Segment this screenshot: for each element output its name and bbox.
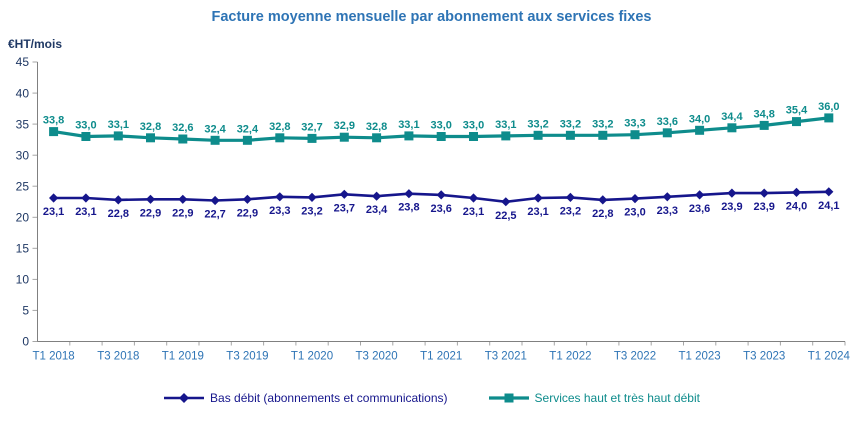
y-axis: 0 5 10 15 20 25 30 35 40 45 <box>16 55 38 349</box>
svg-text:22,8: 22,8 <box>592 208 613 220</box>
svg-text:22,9: 22,9 <box>140 207 161 219</box>
svg-text:33,1: 33,1 <box>495 119 516 131</box>
svg-text:T3 2022: T3 2022 <box>614 351 656 363</box>
svg-text:22,8: 22,8 <box>108 208 129 220</box>
svg-text:30: 30 <box>16 148 30 162</box>
svg-text:23,1: 23,1 <box>43 206 64 218</box>
svg-text:32,9: 32,9 <box>334 120 355 132</box>
svg-text:23,1: 23,1 <box>463 206 484 218</box>
chart-legend: Bas débit (abonnements et communications… <box>0 391 863 405</box>
svg-text:24,0: 24,0 <box>786 200 807 212</box>
y-axis-unit-label: €HT/mois <box>8 37 63 51</box>
svg-text:23,0: 23,0 <box>624 207 645 219</box>
svg-text:23,2: 23,2 <box>560 205 581 217</box>
legend-item-bas-debit: Bas débit (abonnements et communications… <box>163 391 448 405</box>
svg-text:34,4: 34,4 <box>721 111 743 123</box>
svg-text:23,7: 23,7 <box>334 202 355 214</box>
svg-text:20: 20 <box>16 211 30 225</box>
svg-text:23,1: 23,1 <box>75 206 96 218</box>
svg-text:23,3: 23,3 <box>657 205 678 217</box>
svg-text:T1 2022: T1 2022 <box>549 351 591 363</box>
svg-text:25: 25 <box>16 179 30 193</box>
svg-text:23,4: 23,4 <box>366 204 388 216</box>
svg-text:T1 2020: T1 2020 <box>291 351 333 363</box>
svg-text:36,0: 36,0 <box>818 101 839 113</box>
svg-text:T3 2021: T3 2021 <box>485 351 527 363</box>
svg-text:10: 10 <box>16 273 30 287</box>
svg-text:24,1: 24,1 <box>818 200 839 212</box>
svg-text:23,3: 23,3 <box>269 205 290 217</box>
svg-text:T1 2021: T1 2021 <box>420 351 462 363</box>
x-axis-labels: T1 2018 T3 2018 T1 2019 T3 2019 T1 2020 T3 20… <box>32 351 850 363</box>
svg-text:T3 2020: T3 2020 <box>355 351 397 363</box>
svg-text:32,7: 32,7 <box>301 121 322 133</box>
svg-text:23,6: 23,6 <box>689 203 710 215</box>
legend-label-haut-debit: Services haut et très haut débit <box>534 391 700 405</box>
svg-text:33,0: 33,0 <box>75 120 96 132</box>
svg-text:5: 5 <box>22 304 29 318</box>
svg-text:33,1: 33,1 <box>398 119 419 131</box>
svg-text:32,6: 32,6 <box>172 122 193 134</box>
svg-text:T1 2024: T1 2024 <box>808 351 851 363</box>
svg-text:15: 15 <box>16 242 30 256</box>
svg-text:35,4: 35,4 <box>786 105 808 117</box>
series-1: 33,8 33,0 33,1 32,8 32,6 32,4 32,4 32,8 32,7 32,9… <box>43 101 840 145</box>
svg-text:34,0: 34,0 <box>689 113 710 125</box>
svg-text:T3 2023: T3 2023 <box>743 351 785 363</box>
svg-text:33,0: 33,0 <box>463 120 484 132</box>
svg-text:32,8: 32,8 <box>366 121 387 133</box>
chart-title: Facture moyenne mensuelle par abonnement… <box>211 9 652 25</box>
svg-text:33,0: 33,0 <box>430 120 451 132</box>
svg-text:22,9: 22,9 <box>172 207 193 219</box>
svg-text:33,2: 33,2 <box>592 118 613 130</box>
svg-text:22,5: 22,5 <box>495 210 516 222</box>
svg-text:32,8: 32,8 <box>269 121 290 133</box>
svg-text:T3 2019: T3 2019 <box>226 351 268 363</box>
svg-text:32,4: 32,4 <box>204 123 226 135</box>
legend-item-haut-debit: Services haut et très haut débit <box>488 391 700 405</box>
svg-text:23,2: 23,2 <box>301 205 322 217</box>
legend-label-bas-debit: Bas débit (abonnements et communications… <box>210 391 448 405</box>
x-axis-ticks <box>69 341 846 346</box>
svg-text:23,8: 23,8 <box>398 202 419 214</box>
series-0: 23,1 23,1 22,8 22,9 22,9 22,7 22,9 23,3 23,2 23,7… <box>43 187 840 222</box>
svg-text:23,9: 23,9 <box>721 201 742 213</box>
svg-text:33,2: 33,2 <box>560 118 581 130</box>
svg-text:23,6: 23,6 <box>430 203 451 215</box>
svg-text:32,4: 32,4 <box>237 123 259 135</box>
svg-text:35: 35 <box>16 117 30 131</box>
svg-text:33,8: 33,8 <box>43 115 64 127</box>
svg-text:T3 2018: T3 2018 <box>97 351 139 363</box>
line-diamond-marker-icon <box>164 393 205 403</box>
svg-text:45: 45 <box>16 55 30 69</box>
svg-text:T1 2019: T1 2019 <box>162 351 204 363</box>
svg-text:33,1: 33,1 <box>108 119 129 131</box>
svg-text:23,1: 23,1 <box>527 206 548 218</box>
svg-text:T1 2023: T1 2023 <box>678 351 720 363</box>
svg-text:33,6: 33,6 <box>657 116 678 128</box>
svg-text:T1 2018: T1 2018 <box>32 351 74 363</box>
svg-text:23,9: 23,9 <box>753 201 774 213</box>
svg-text:32,8: 32,8 <box>140 121 161 133</box>
svg-text:40: 40 <box>16 86 30 100</box>
svg-text:33,2: 33,2 <box>527 118 548 130</box>
svg-text:22,9: 22,9 <box>237 207 258 219</box>
line-square-marker-icon <box>488 393 529 403</box>
svg-text:22,7: 22,7 <box>204 209 225 221</box>
svg-text:0: 0 <box>22 335 29 349</box>
svg-text:34,8: 34,8 <box>753 108 774 120</box>
svg-text:33,3: 33,3 <box>624 118 645 130</box>
